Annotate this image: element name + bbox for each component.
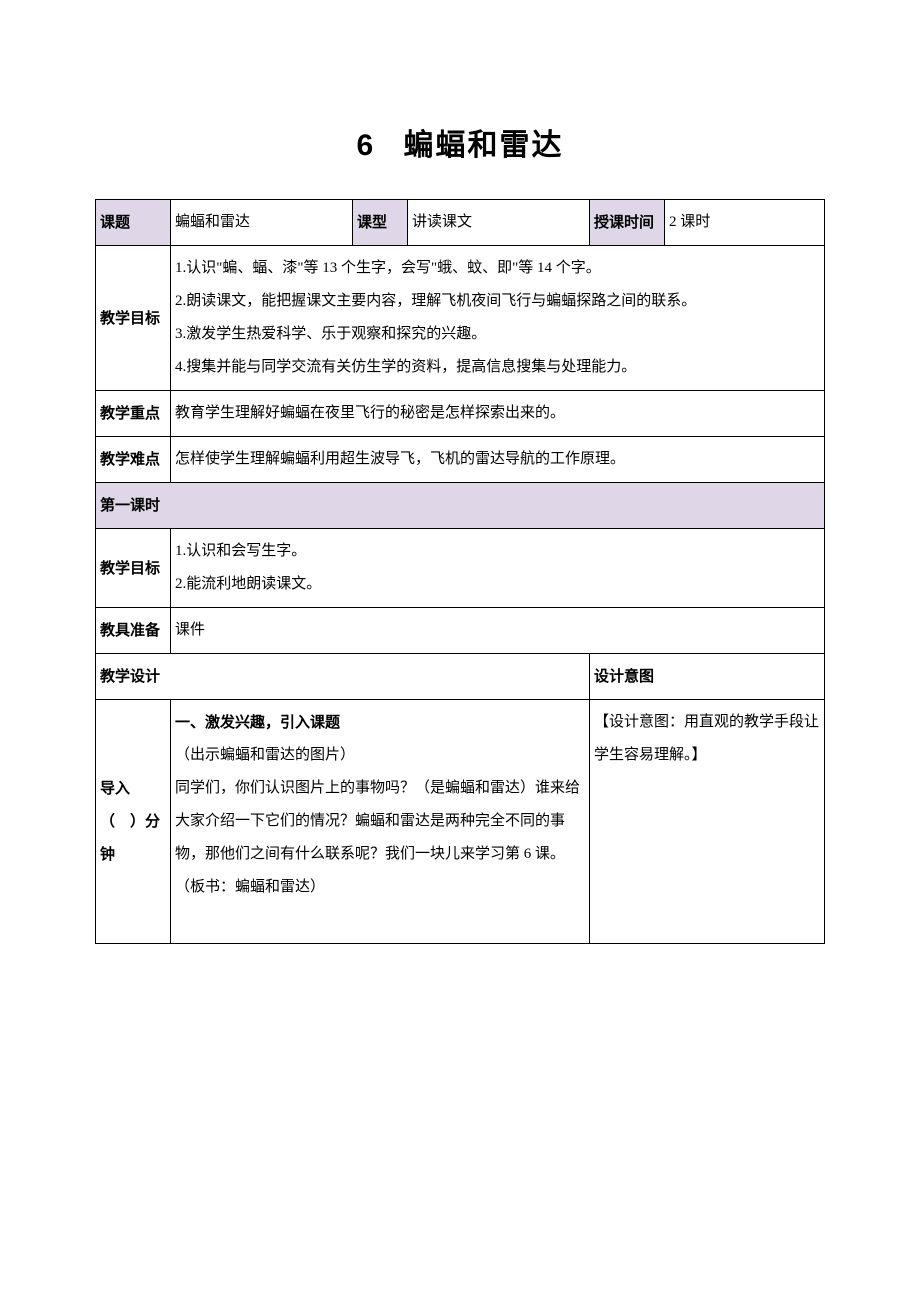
table-row: 教学目标 1.认识"蝙、蝠、漆"等 13 个生字，会写"蛾、蚊、即"等 14 个… [96, 246, 825, 391]
difficulty-value: 怎样使学生理解蝙蝠利用超生波导飞，飞机的雷达导航的工作原理。 [171, 437, 825, 483]
title-text: 蝙蝠和雷达 [404, 129, 564, 162]
table-row: 教学设计 设计意图 [96, 654, 825, 700]
table-row: 课题 蝙蝠和雷达 课型 讲读课文 授课时间 2 课时 [96, 200, 825, 246]
materials-label: 教具准备 [96, 608, 171, 654]
objectives-cell: 1.认识"蝙、蝠、漆"等 13 个生字，会写"蛾、蚊、即"等 14 个字。 2.… [171, 246, 825, 391]
table-row: 教学难点 怎样使学生理解蝙蝠利用超生波导飞，飞机的雷达导航的工作原理。 [96, 437, 825, 483]
lesson-plan-table: 课题 蝙蝠和雷达 课型 讲读课文 授课时间 2 课时 教学目标 1.认识"蝙、蝠… [95, 199, 825, 944]
table-row: 教学目标 1.认识和会写生字。 2.能流利地朗读课文。 [96, 529, 825, 608]
focus-label: 教学重点 [96, 391, 171, 437]
difficulty-label: 教学难点 [96, 437, 171, 483]
page-title: 6 蝙蝠和雷达 [95, 120, 825, 164]
p1-obj-label: 教学目标 [96, 529, 171, 608]
intro-content-cell: 一、激发兴趣，引入课题 （出示蝙蝠和雷达的图片） 同学们，你们认识图片上的事物吗… [171, 700, 590, 944]
intro-line: （出示蝙蝠和雷达的图片） [175, 739, 585, 772]
objective-item: 1.认识"蝙、蝠、漆"等 13 个生字，会写"蛾、蚊、即"等 14 个字。 [175, 252, 820, 285]
materials-value: 课件 [171, 608, 825, 654]
topic-label: 课题 [96, 200, 171, 246]
intent-cell: 【设计意图：用直观的教学手段让学生容易理解。】 [590, 700, 825, 944]
table-row: 教学重点 教育学生理解好蝙蝠在夜里飞行的秘密是怎样探索出来的。 [96, 391, 825, 437]
table-row: 导入 （ ）分 钟 一、激发兴趣，引入课题 （出示蝙蝠和雷达的图片） 同学们，你… [96, 700, 825, 944]
design-label: 教学设计 [96, 654, 590, 700]
objectives-label: 教学目标 [96, 246, 171, 391]
period1-label: 第一课时 [96, 483, 825, 529]
objective-item: 1.认识和会写生字。 [175, 535, 820, 568]
focus-value: 教育学生理解好蝙蝠在夜里飞行的秘密是怎样探索出来的。 [171, 391, 825, 437]
intro-section-title: 一、激发兴趣，引入课题 [175, 706, 585, 739]
title-number: 6 [356, 129, 375, 162]
time-value: 2 课时 [665, 200, 825, 246]
type-value: 讲读课文 [408, 200, 590, 246]
objective-item: 3.激发学生热爱科学、乐于观察和探究的兴趣。 [175, 318, 820, 351]
objective-item: 2.朗读课文，能把握课文主要内容，理解飞机夜间飞行与蝙蝠探路之间的联系。 [175, 285, 820, 318]
intent-header: 设计意图 [590, 654, 825, 700]
p1-objectives-cell: 1.认识和会写生字。 2.能流利地朗读课文。 [171, 529, 825, 608]
intro-line: 同学们，你们认识图片上的事物吗？（是蝙蝠和雷达）谁来给大家介绍一下它们的情况？蝙… [175, 772, 585, 904]
objective-item: 2.能流利地朗读课文。 [175, 568, 820, 601]
intro-stage-label: 导入 （ ）分 钟 [96, 700, 171, 944]
objective-item: 4.搜集并能与同学交流有关仿生学的资料，提高信息搜集与处理能力。 [175, 351, 820, 384]
table-row: 第一课时 [96, 483, 825, 529]
type-label: 课型 [353, 200, 408, 246]
time-label: 授课时间 [590, 200, 665, 246]
topic-value: 蝙蝠和雷达 [171, 200, 353, 246]
table-row: 教具准备 课件 [96, 608, 825, 654]
